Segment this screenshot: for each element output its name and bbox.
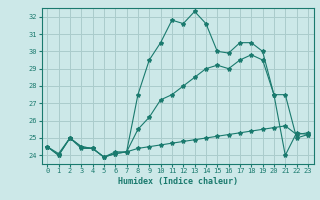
X-axis label: Humidex (Indice chaleur): Humidex (Indice chaleur) [118, 177, 237, 186]
